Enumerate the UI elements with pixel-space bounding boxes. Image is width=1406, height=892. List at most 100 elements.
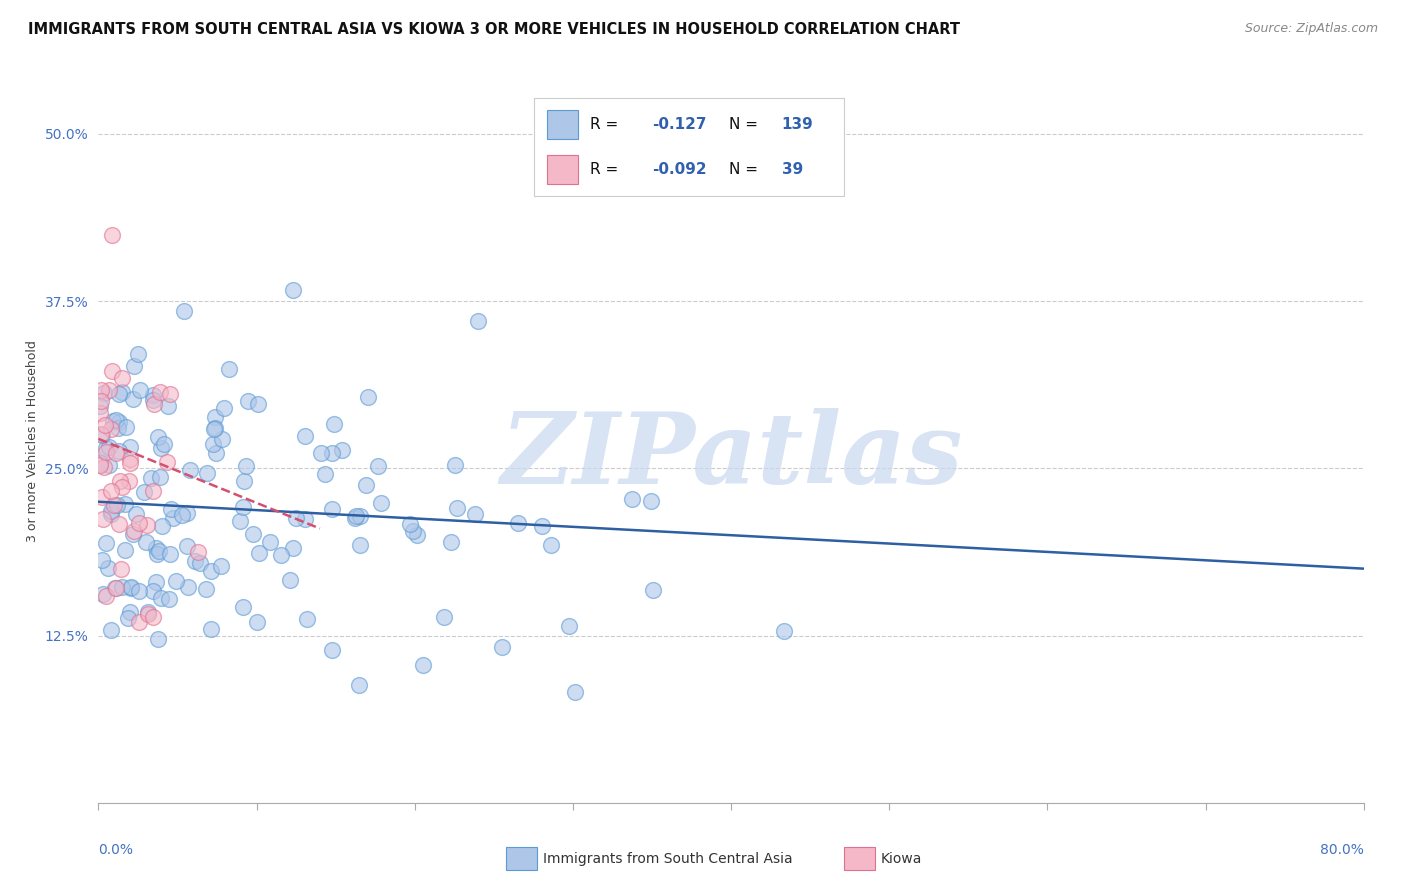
Point — [229, 514, 252, 528]
Point — [150, 519, 173, 533]
Point — [209, 559, 232, 574]
Point — [110, 371, 132, 385]
Point — [399, 516, 422, 531]
Point — [120, 440, 142, 454]
Point — [246, 615, 269, 630]
Point — [91, 428, 114, 442]
Bar — [547, 110, 578, 139]
Point — [179, 462, 201, 476]
Point — [94, 441, 117, 455]
Point — [148, 544, 170, 558]
Point — [114, 542, 136, 557]
Point — [107, 516, 129, 531]
Point — [127, 347, 149, 361]
Point — [177, 580, 200, 594]
Point — [138, 605, 160, 619]
Point — [152, 437, 174, 451]
Point — [641, 583, 664, 598]
Point — [773, 624, 796, 638]
Point — [105, 581, 128, 595]
Point — [218, 361, 240, 376]
Point — [128, 516, 150, 531]
Bar — [547, 155, 578, 185]
Point — [467, 314, 489, 328]
Point — [231, 500, 253, 514]
Point — [283, 541, 305, 555]
Point — [101, 414, 124, 428]
Point — [146, 547, 169, 561]
Point — [200, 622, 222, 636]
Text: 80.0%: 80.0% — [1320, 843, 1364, 856]
Point — [98, 384, 121, 398]
Point — [640, 493, 662, 508]
Point — [314, 467, 336, 481]
Text: Immigrants from South Central Asia: Immigrants from South Central Asia — [543, 852, 793, 866]
Point — [508, 516, 530, 531]
Point — [108, 474, 131, 488]
Point — [97, 561, 120, 575]
Point — [98, 458, 121, 472]
Point — [118, 474, 141, 488]
Point — [321, 501, 343, 516]
Point — [412, 658, 434, 673]
Point — [620, 491, 643, 506]
Point — [212, 401, 235, 416]
Point — [118, 456, 141, 470]
Point — [323, 417, 346, 431]
Point — [93, 386, 115, 401]
Point — [330, 442, 353, 457]
Point — [201, 437, 224, 451]
Text: 139: 139 — [782, 117, 814, 132]
Point — [280, 573, 302, 587]
Text: Source: ZipAtlas.com: Source: ZipAtlas.com — [1244, 22, 1378, 36]
Point — [235, 458, 257, 473]
Point — [114, 497, 136, 511]
Point — [94, 589, 117, 603]
Point — [142, 484, 165, 499]
Y-axis label: 3 or more Vehicles in Household: 3 or more Vehicles in Household — [27, 341, 39, 542]
Text: 39: 39 — [782, 162, 803, 178]
FancyBboxPatch shape — [534, 98, 844, 196]
Point — [149, 591, 172, 605]
Point — [176, 539, 198, 553]
Point — [281, 283, 304, 297]
Point — [115, 420, 138, 434]
Point — [354, 478, 377, 492]
Point — [89, 456, 111, 470]
Point — [89, 399, 111, 413]
Point — [103, 499, 125, 513]
Point — [117, 611, 139, 625]
Point — [90, 427, 112, 442]
Point — [159, 547, 181, 561]
Point — [247, 545, 270, 559]
Point — [100, 504, 122, 518]
Point — [270, 549, 292, 563]
Point — [187, 545, 209, 559]
Point — [94, 535, 117, 549]
Point — [107, 387, 129, 401]
Point — [94, 445, 117, 459]
Point — [309, 445, 332, 459]
Point — [101, 363, 124, 377]
Point — [142, 397, 165, 411]
Point — [145, 574, 167, 589]
Point — [128, 583, 150, 598]
Point — [142, 610, 165, 624]
Point — [531, 518, 554, 533]
Point — [343, 511, 366, 525]
Point — [232, 600, 254, 615]
Point — [146, 430, 169, 444]
Point — [195, 467, 218, 481]
Point — [107, 420, 129, 434]
Point — [159, 386, 181, 401]
Text: ZIPatlas: ZIPatlas — [501, 408, 962, 504]
Point — [149, 470, 172, 484]
Point — [188, 556, 211, 570]
Point — [122, 524, 145, 539]
Point — [90, 383, 112, 397]
Point — [321, 643, 343, 657]
Point — [122, 359, 145, 373]
Point — [242, 527, 264, 541]
Text: Kiowa: Kiowa — [880, 852, 921, 866]
Point — [111, 385, 134, 400]
